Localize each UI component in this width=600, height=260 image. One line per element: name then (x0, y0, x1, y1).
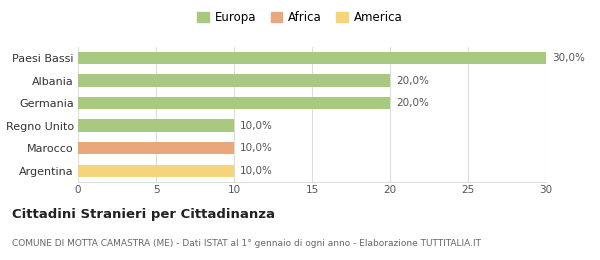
Bar (78, 120, 234, 132)
Text: 10,0%: 10,0% (240, 166, 273, 176)
Bar (78, 165, 234, 177)
Text: COMUNE DI MOTTA CAMASTRA (ME) - Dati ISTAT al 1° gennaio di ogni anno - Elaboraz: COMUNE DI MOTTA CAMASTRA (ME) - Dati IST… (12, 239, 481, 248)
Bar (78, 74, 390, 87)
Text: 10,0%: 10,0% (240, 143, 273, 153)
Bar (78, 142, 234, 154)
Text: 30,0%: 30,0% (552, 53, 585, 63)
Bar (78, 97, 390, 109)
Text: Cittadini Stranieri per Cittadinanza: Cittadini Stranieri per Cittadinanza (12, 208, 275, 221)
Bar (78, 52, 546, 64)
Text: 20,0%: 20,0% (396, 76, 429, 86)
Text: 10,0%: 10,0% (240, 121, 273, 131)
Legend: Europa, Africa, America: Europa, Africa, America (195, 9, 405, 26)
Text: 20,0%: 20,0% (396, 98, 429, 108)
